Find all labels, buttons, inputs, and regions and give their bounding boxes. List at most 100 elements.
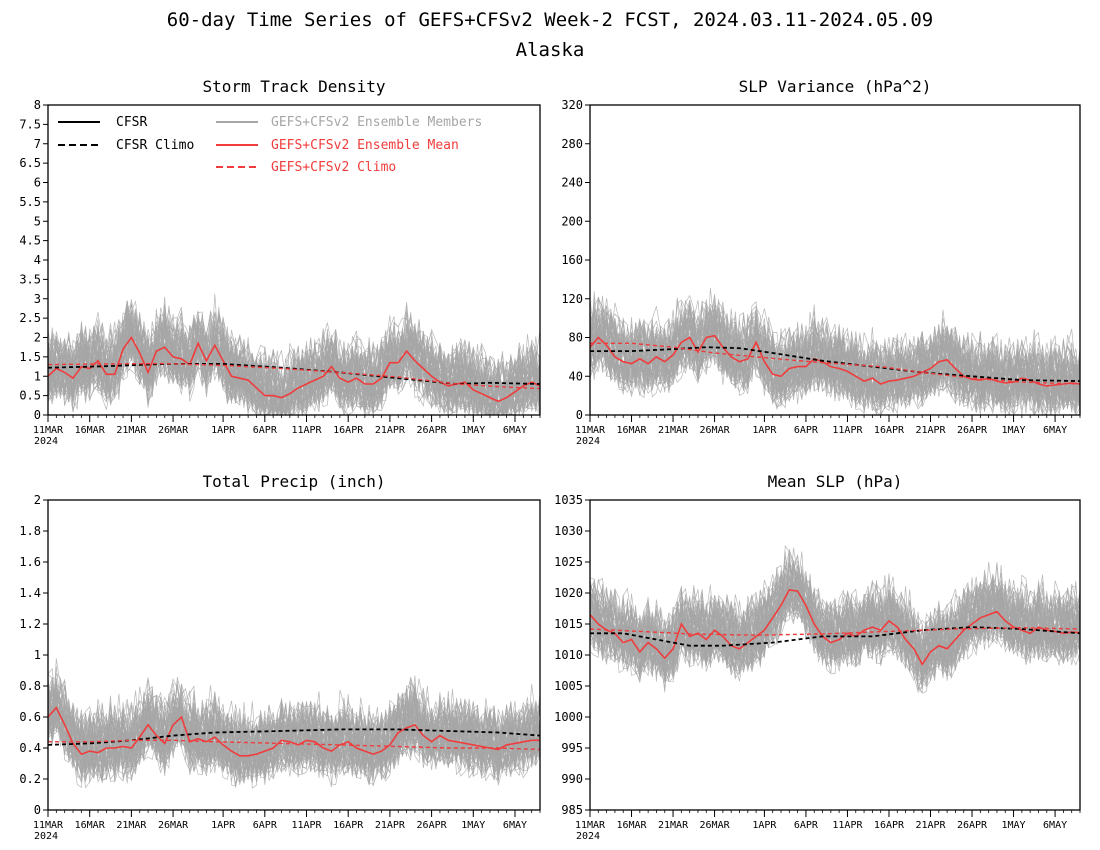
y-tick-label: 5: [34, 214, 41, 228]
y-tick-label: 1020: [554, 586, 583, 600]
x-year-label: 2024: [34, 436, 58, 447]
x-tick-label: 1MAY: [461, 425, 485, 436]
y-tick-label: 3.5: [19, 272, 41, 286]
y-tick-label: 1: [34, 648, 41, 662]
x-tick-label: 6APR: [253, 820, 278, 831]
legend-mean-label: GEFS+CFSv2 Ensemble Mean: [271, 138, 459, 153]
ensemble-members: [48, 293, 540, 415]
panel-title: Total Precip (inch): [202, 472, 385, 491]
x-tick-label: 11APR: [832, 425, 863, 436]
y-tick-label: 7: [34, 137, 41, 151]
member-line: [48, 692, 540, 788]
member-line: [48, 313, 540, 415]
y-tick-label: 2: [34, 493, 41, 507]
y-tick-label: 6: [34, 176, 41, 190]
x-year-label: 2024: [576, 436, 600, 447]
x-tick-label: 11MAR: [575, 425, 606, 436]
series-climo: [590, 626, 1080, 636]
x-tick-label: 6MAY: [503, 820, 527, 831]
member-line: [48, 687, 540, 778]
y-tick-label: 1.5: [19, 350, 41, 364]
y-tick-label: 0: [576, 408, 583, 422]
x-tick-label: 21APR: [915, 425, 946, 436]
x-tick-label: 1APR: [211, 425, 236, 436]
ensemble-members: [590, 544, 1080, 694]
x-tick-label: 21APR: [375, 820, 406, 831]
member-line: [48, 307, 540, 415]
y-tick-label: 120: [561, 292, 583, 306]
y-tick-label: 280: [561, 137, 583, 151]
series-cfsr-climo: [590, 626, 1080, 647]
y-tick-label: 0: [34, 408, 41, 422]
y-tick-label: 1025: [554, 555, 583, 569]
series-cfsr-climo: [48, 728, 540, 746]
member-line: [590, 311, 1080, 410]
legend-cfsr-climo-label: CFSR Climo: [116, 138, 194, 153]
member-line: [590, 298, 1080, 400]
x-tick-label: 26APR: [417, 820, 448, 831]
member-line: [590, 299, 1080, 413]
y-tick-label: 995: [561, 741, 583, 755]
legend-members-label: GEFS+CFSv2 Ensemble Members: [271, 115, 482, 130]
x-tick-label: 16APR: [874, 820, 905, 831]
x-tick-label: 11APR: [291, 820, 322, 831]
panel-slp-variance: SLP Variance (hPa^2) 0 40 80 120 160 200 240 280…: [561, 77, 1081, 447]
x-tick-label: 6MAY: [1043, 425, 1067, 436]
panel-title: Mean SLP (hPa): [768, 472, 903, 491]
x-tick-label: 11MAR: [33, 820, 64, 831]
x-tick-label: 1MAY: [461, 820, 485, 831]
x-tick-label: 6MAY: [1043, 820, 1067, 831]
figure-title: 60-day Time Series of GEFS+CFSv2 Week-2 …: [167, 9, 933, 31]
member-line: [48, 312, 540, 415]
x-tick-label: 21MAR: [116, 820, 147, 831]
y-tick-label: 0.5: [19, 389, 41, 403]
series-climo: [48, 739, 540, 751]
y-tick-label: 4.5: [19, 234, 41, 248]
y-tick-label: 0.6: [19, 710, 41, 724]
y-tick-label: 985: [561, 803, 583, 817]
x-tick-label: 26MAR: [158, 425, 189, 436]
panel-mean-slp: Mean SLP (hPa) 985 990 995 1000 1005 1010 1015 1…: [554, 472, 1081, 842]
x-tick-label: 16MAR: [616, 425, 647, 436]
y-tick-label: 1: [34, 369, 41, 383]
x-tick-label: 26MAR: [700, 425, 731, 436]
x-tick-label: 21APR: [915, 820, 946, 831]
y-tick-label: 1000: [554, 710, 583, 724]
member-line: [590, 301, 1080, 412]
y-tick-label: 160: [561, 253, 583, 267]
series-mean: [590, 334, 1080, 387]
x-tick-label: 26MAR: [158, 820, 189, 831]
figure-subtitle: Alaska: [516, 39, 585, 61]
y-tick-label: 1.4: [19, 586, 41, 600]
x-tick-label: 21MAR: [116, 425, 147, 436]
member-line: [590, 297, 1080, 402]
member-line: [48, 316, 540, 415]
member-line: [48, 668, 540, 784]
y-tick-label: 2: [34, 331, 41, 345]
series-mean: [590, 589, 1080, 666]
member-line: [48, 678, 540, 766]
y-tick-label: 200: [561, 214, 583, 228]
x-tick-label: 21MAR: [658, 820, 689, 831]
ensemble-members: [590, 287, 1080, 415]
y-tick-label: 1005: [554, 679, 583, 693]
x-tick-label: 16MAR: [75, 425, 106, 436]
member-line: [590, 551, 1080, 675]
x-tick-label: 16MAR: [75, 820, 106, 831]
y-tick-label: 3: [34, 292, 41, 306]
member-line: [48, 315, 540, 415]
y-tick-label: 40: [569, 369, 583, 383]
y-tick-label: 6.5: [19, 156, 41, 170]
y-tick-label: 4: [34, 253, 41, 267]
y-tick-label: 320: [561, 98, 583, 112]
x-tick-label: 16APR: [874, 425, 905, 436]
y-tick-label: 8: [34, 98, 41, 112]
y-tick-label: 5.5: [19, 195, 41, 209]
x-year-label: 2024: [576, 831, 600, 842]
panel-storm-track-density: Storm Track Density 0 0.5 1 1.5 2 2.5 3 3.5 4 4.5 5…: [19, 77, 541, 447]
series-cfsr-climo: [590, 346, 1080, 382]
x-tick-label: 16APR: [333, 820, 364, 831]
member-line: [590, 573, 1080, 677]
x-tick-label: 11APR: [832, 820, 863, 831]
panel-title: Storm Track Density: [202, 77, 385, 96]
